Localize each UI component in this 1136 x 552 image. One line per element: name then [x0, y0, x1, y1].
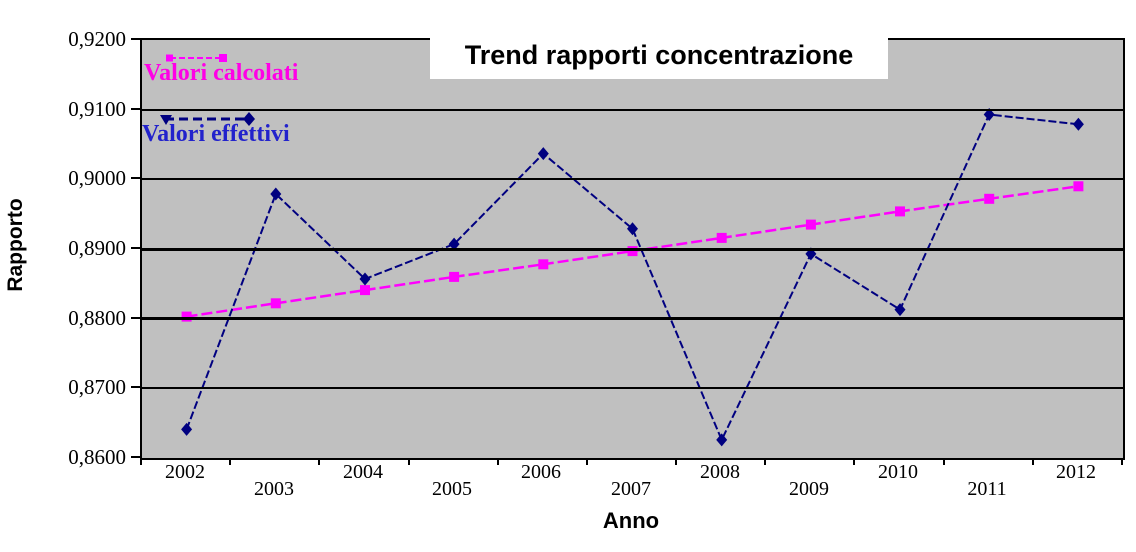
x-tick-label-2009: 2009 — [789, 478, 829, 500]
gridline-0.8800 — [142, 317, 1123, 320]
x-tick-label-2004: 2004 — [343, 461, 383, 483]
x-tick-6 — [675, 458, 677, 465]
chart-title: Trend rapporti concentrazione — [464, 39, 854, 70]
y-tick-0,8600 — [131, 456, 141, 458]
legend-label-valori-calcolati: Valori calcolati — [144, 60, 299, 86]
y-tick-0,9200 — [131, 38, 141, 40]
data-point-valori-calcolati-2004 — [360, 285, 370, 296]
data-point-valori-calcolati-2012 — [1073, 181, 1084, 192]
data-point-valori-calcolati-2002 — [181, 311, 192, 322]
x-tick-4 — [497, 458, 499, 465]
y-tick-label-0,8800: 0,8800 — [68, 306, 126, 330]
y-tick-0,9100 — [131, 108, 141, 110]
legend-calcolati-sample-line — [166, 54, 227, 62]
x-tick-label-2012: 2012 — [1056, 461, 1096, 483]
x-tick-7 — [764, 458, 766, 465]
x-tick-0 — [140, 458, 142, 465]
x-tick-5 — [586, 458, 588, 465]
x-tick-label-2006: 2006 — [521, 461, 561, 483]
data-point-valori-calcolati-2007 — [627, 246, 638, 257]
data-point-valori-effettivi-2003 — [270, 187, 282, 201]
data-point-valori-calcolati-2009 — [805, 219, 816, 230]
x-tick-label-2011: 2011 — [967, 478, 1007, 500]
x-tick-8 — [853, 458, 855, 465]
plot-area — [140, 38, 1125, 460]
gridline-0.9000 — [142, 178, 1123, 180]
data-point-valori-effettivi-2005 — [448, 237, 460, 251]
data-point-valori-effettivi-2008 — [716, 433, 728, 447]
x-tick-2 — [318, 458, 320, 465]
gridline-0.8700 — [142, 387, 1123, 389]
x-tick-label-2002: 2002 — [165, 461, 205, 483]
y-tick-label-0,9100: 0,9100 — [68, 97, 126, 121]
x-tick-1 — [229, 458, 231, 465]
x-tick-9 — [943, 458, 945, 465]
y-tick-label-0,9000: 0,9000 — [68, 166, 126, 190]
x-tick-10 — [1032, 458, 1034, 465]
gridline-0.8900 — [142, 248, 1123, 251]
data-point-valori-effettivi-2012 — [1072, 117, 1084, 131]
data-point-valori-calcolati-2010 — [895, 206, 905, 217]
data-point-valori-effettivi-2011 — [983, 108, 995, 121]
data-point-valori-effettivi-2004 — [359, 272, 371, 286]
data-point-valori-calcolati-2006 — [538, 259, 549, 270]
legend-effettivi-sample-line — [160, 112, 255, 126]
y-tick-label-0,8700: 0,8700 — [68, 375, 126, 399]
data-point-valori-effettivi-2002 — [181, 422, 193, 436]
x-tick-label-2010: 2010 — [878, 461, 918, 483]
y-tick-0,9000 — [131, 177, 141, 179]
series-line-effettivi — [185, 113, 1079, 443]
x-tick-3 — [408, 458, 410, 465]
legend-label-valori-effettivi: Valori effettivi — [142, 121, 290, 147]
x-tick-label-2003: 2003 — [254, 478, 294, 500]
y-tick-label-0,9200: 0,9200 — [68, 27, 126, 51]
y-tick-0,8800 — [131, 317, 141, 319]
data-point-valori-calcolati-2005 — [449, 271, 460, 282]
x-axis-title: Anno — [602, 508, 660, 533]
x-tick-label-2008: 2008 — [700, 461, 740, 483]
y-tick-label-0,8900: 0,8900 — [68, 236, 126, 260]
data-point-valori-effettivi-2006 — [537, 147, 549, 161]
x-tick-label-2005: 2005 — [432, 478, 472, 500]
data-point-valori-calcolati-2008 — [716, 232, 727, 243]
data-point-valori-calcolati-2003 — [270, 298, 281, 309]
x-tick-label-2007: 2007 — [611, 478, 651, 500]
x-tick-11 — [1121, 458, 1123, 465]
y-tick-label-0,8600: 0,8600 — [68, 445, 126, 469]
chart-title-box: Trend rapporti concentrazione — [430, 31, 888, 79]
data-point-valori-effettivi-2007 — [627, 222, 638, 236]
data-point-valori-effettivi-2010 — [894, 303, 906, 317]
y-tick-0,8700 — [131, 386, 141, 388]
y-tick-0,8900 — [131, 247, 141, 249]
gridline-0.9100 — [142, 109, 1123, 111]
data-point-valori-calcolati-2011 — [984, 193, 995, 204]
